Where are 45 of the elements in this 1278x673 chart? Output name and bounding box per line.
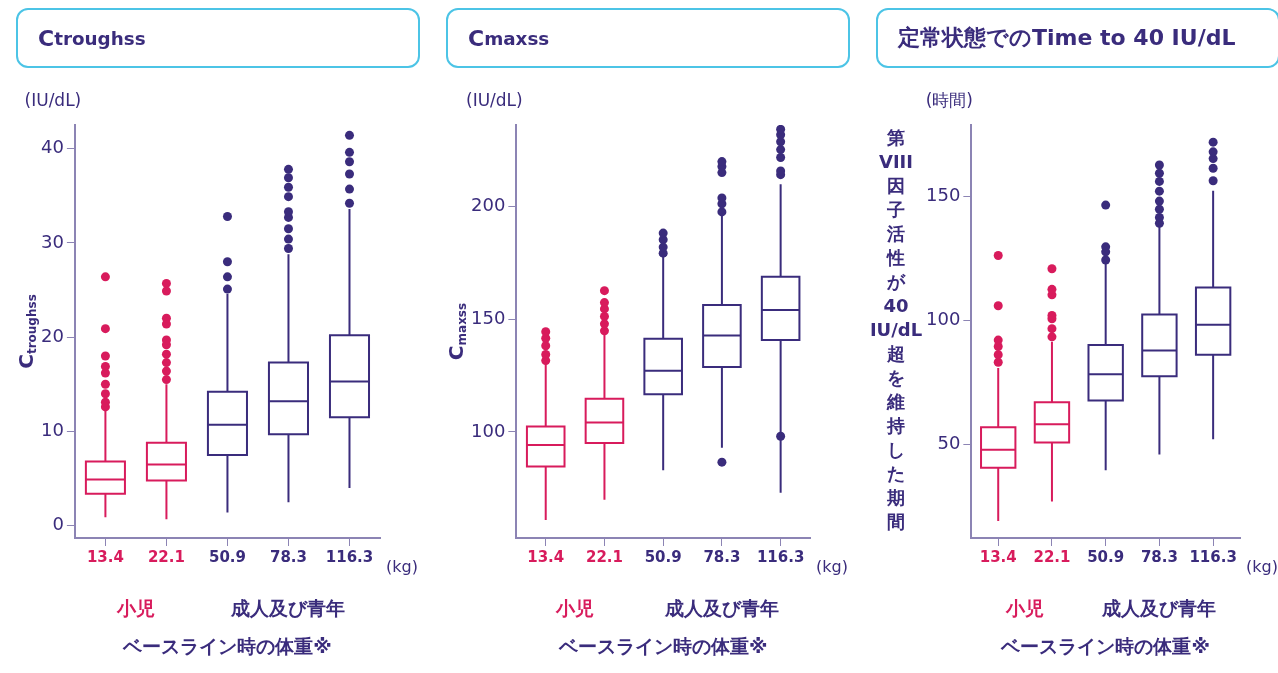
x-tick-label: 50.9 [208,547,246,566]
x-tick-label: 50.9 [1087,547,1125,566]
x-tick-label: 13.4 [527,547,565,566]
y-tick-label: 150 [471,306,506,328]
y-tick-label: 150 [926,183,961,205]
y-tick-label: 100 [926,308,961,330]
text: (kg) [1246,557,1278,577]
x-axis-title: ベースライン時の体重※ [1000,634,1210,657]
text: 成人及び青年 [230,596,346,619]
text: 第VIII因子活性が40 IU/dL超を維持した期間 [869,127,923,533]
x-tick-label: 22.1 [585,547,623,566]
text: 小児 [1005,596,1045,619]
y-tick-label: 0 [52,513,64,535]
y-axis-title: Cmaxss [444,302,470,361]
x-tick-label: 13.4 [979,547,1017,566]
y-tick-label: 40 [41,136,64,158]
text: 小児 [555,596,595,619]
x-tick-label: 78.3 [269,547,307,566]
y-tick-label: 20 [41,324,64,346]
chart-title: 定常状態でのTime to 40 IU/dL [876,8,1278,68]
x-tick-label: 78.3 [703,547,741,566]
text: (IU/dL) [24,90,82,111]
x-tick-label: 116.3 [1189,547,1237,566]
y-tick-label: 200 [471,193,506,215]
y-tick-label: 100 [471,419,506,441]
text: (時間) [925,90,973,111]
text: (IU/dL) [466,90,523,111]
text: (kg) [816,557,848,577]
x-tick-label: 22.1 [1033,547,1071,566]
x-tick-label: 116.3 [756,547,805,566]
text: 成人及び青年 [663,596,779,619]
x-tick-label: 22.1 [147,547,185,566]
x-tick-label: 78.3 [1140,547,1178,566]
y-axis-title: Ctroughss [14,294,40,369]
x-axis-title: ベースライン時の体重※ [122,634,332,657]
text: 小児 [115,596,155,619]
text: (kg) [386,557,418,577]
x-tick-label: 50.9 [644,547,682,566]
text: 成人及び青年 [1101,596,1217,619]
x-axis-title: ベースライン時の体重※ [557,634,768,657]
y-tick-label: 10 [41,419,64,441]
y-tick-label: 30 [41,230,64,252]
y-tick-label: 50 [937,432,961,454]
x-tick-label: 13.4 [86,547,124,566]
x-tick-label: 116.3 [325,547,374,566]
